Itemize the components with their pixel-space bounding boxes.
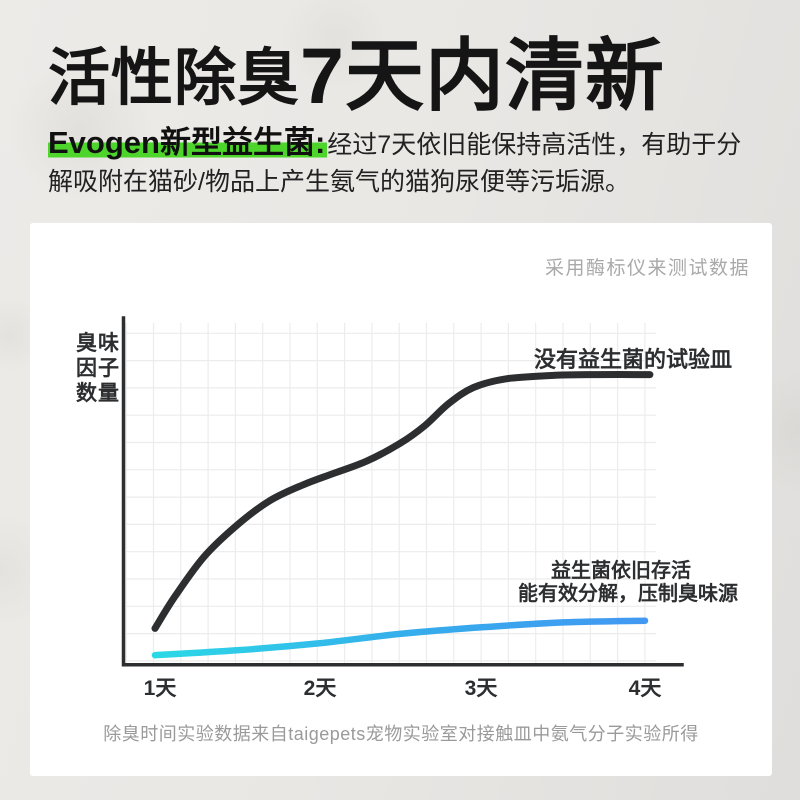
- subtitle-highlight: Evogen新型益生菌:: [48, 125, 328, 160]
- series-label-without-probiotic: 没有益生菌的试验皿: [534, 347, 733, 372]
- y-axis-label: 臭味 因子 数量: [76, 331, 120, 406]
- series-label-with-probiotic: 益生菌依旧存活 能有效分解，压制臭味源: [518, 560, 738, 606]
- title-emphasis: 7天内清新: [300, 31, 665, 120]
- y-axis-label-line: 数量: [76, 382, 120, 405]
- x-tick-day2: 2天: [303, 677, 337, 700]
- series-label-line: 能有效分解，压制臭味源: [518, 583, 738, 605]
- x-tick-day3: 3天: [464, 677, 498, 700]
- subtitle: Evogen新型益生菌:经过7天依旧能保持高活性，有助于分解吸附在猫砂/物品上产…: [48, 124, 764, 201]
- y-axis-label-line: 因子: [76, 357, 120, 380]
- subtitle-description: 经过7天依旧能保持高活性，有助于分解吸附在猫砂/物品上产生氨气的猫狗尿便等污垢源…: [48, 131, 742, 196]
- y-axis-label-line: 臭味: [76, 332, 120, 355]
- x-tick-day1: 1天: [143, 677, 177, 700]
- x-tick-day4: 4天: [628, 677, 662, 700]
- series-label-line: 益生菌依旧存活: [551, 560, 691, 582]
- title-prefix: 活性除臭: [48, 44, 301, 113]
- page-title: 活性除臭 7天内清新: [48, 36, 665, 115]
- measurement-note: 采用酶标仪来测试数据: [544, 258, 750, 279]
- chart-caption: 除臭时间实验数据来自taigepets宠物实验室对接触皿中氨气分子实验所得: [103, 724, 699, 744]
